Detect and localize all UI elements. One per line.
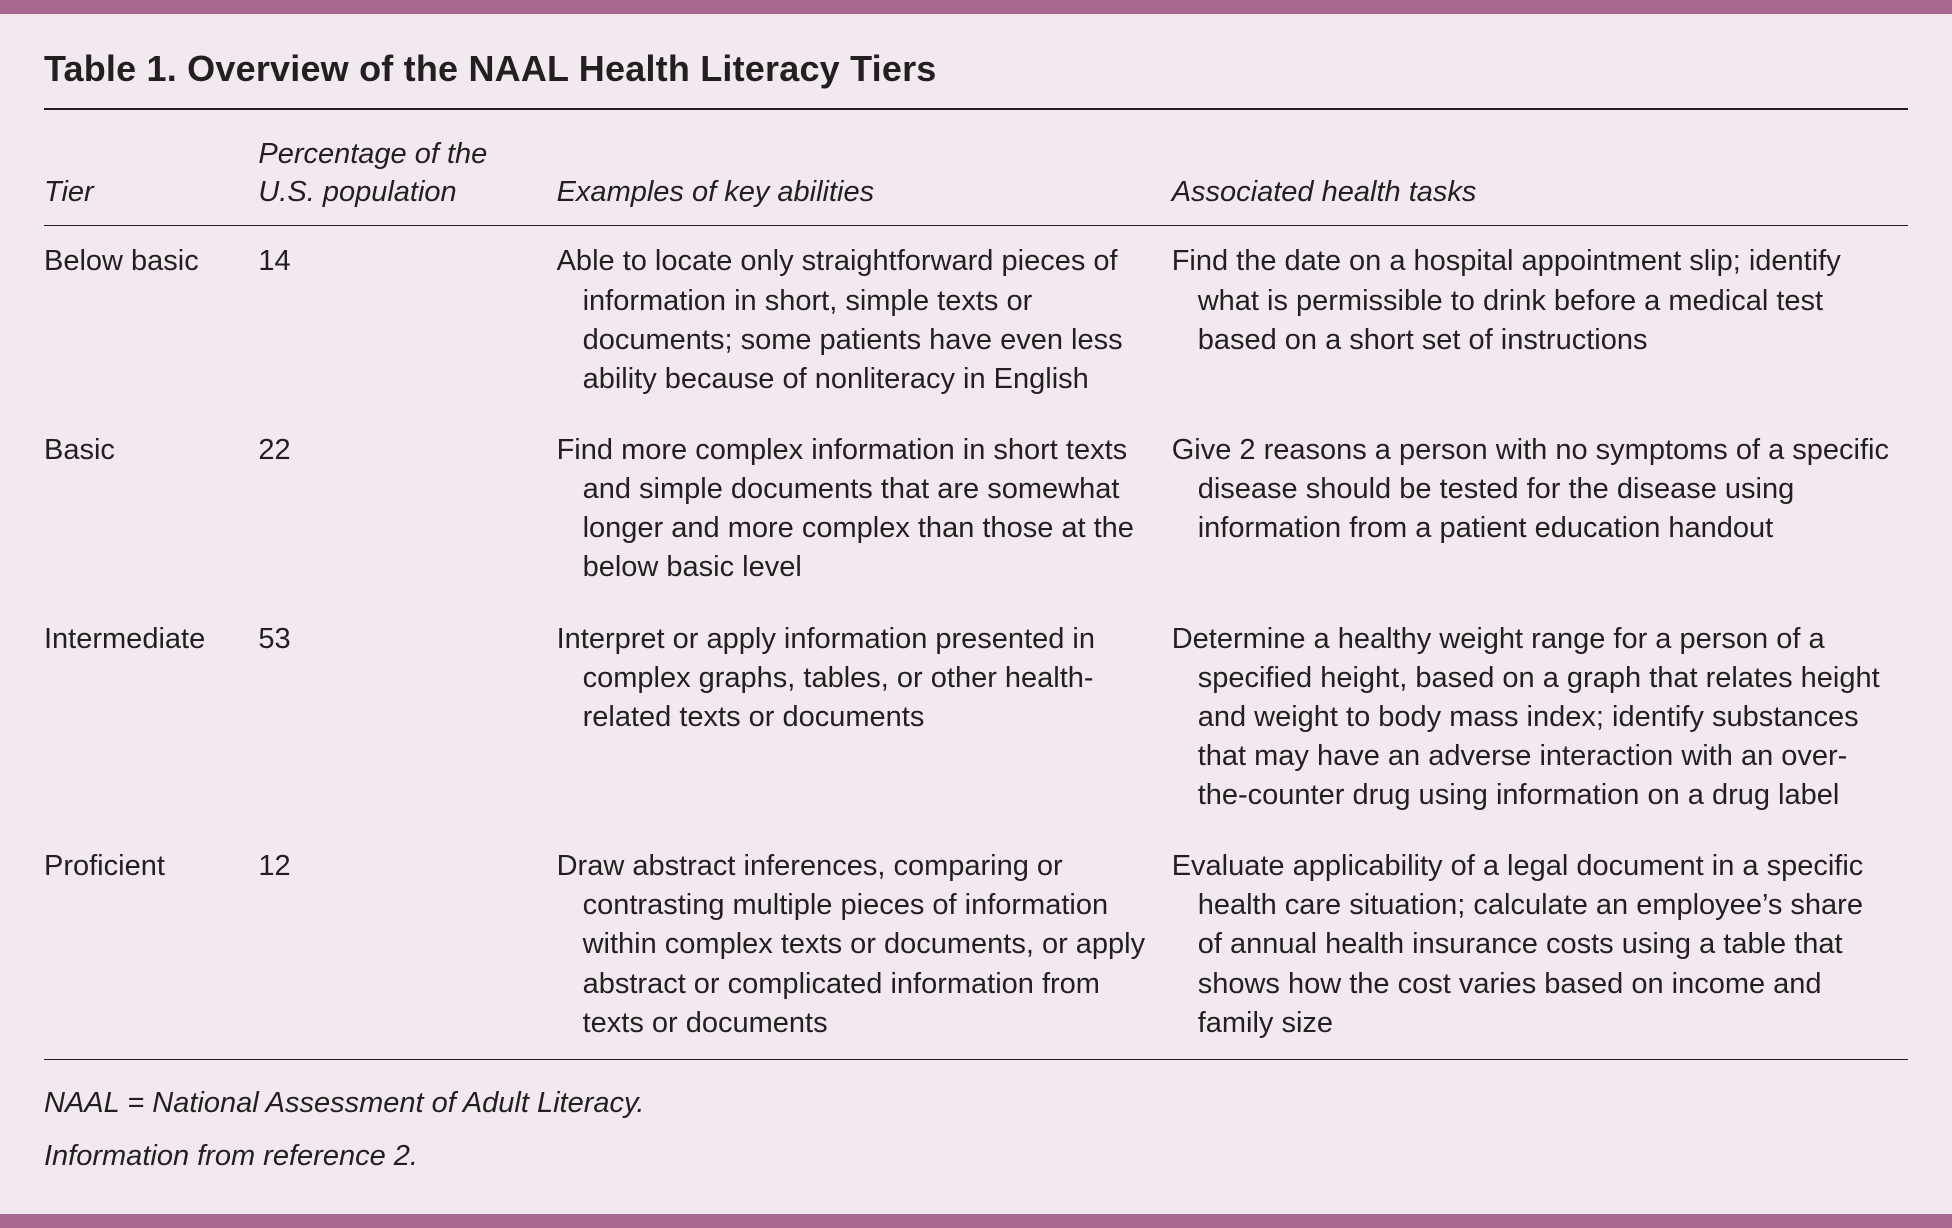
footnote: NAAL = National Assessment of Adult Lite…	[44, 1084, 1908, 1123]
table-row: Intermediate 53 Interpret or apply infor…	[44, 604, 1908, 832]
cell-tier: Below basic	[44, 226, 258, 415]
table-row: Proficient 12 Draw abstract inferences, …	[44, 831, 1908, 1059]
cell-abil-text: Draw abstract inferences, comparing or c…	[557, 847, 1154, 1043]
literacy-tiers-table: Tier Percentage of the U.S. population E…	[44, 110, 1908, 1060]
cell-abil-text: Find more complex information in short t…	[557, 431, 1154, 588]
cell-tasks: Find the date on a hospital appointment …	[1172, 226, 1908, 415]
cell-abil: Able to locate only straightforward piec…	[557, 226, 1172, 415]
cell-tasks: Evaluate applicability of a legal docume…	[1172, 831, 1908, 1059]
table-body: Below basic 14 Able to locate only strai…	[44, 225, 1908, 1060]
col-header-abil: Examples of key abilities	[557, 110, 1172, 225]
cell-abil-text: Interpret or apply information presented…	[557, 620, 1154, 737]
cell-tier: Basic	[44, 415, 258, 604]
cell-abil-text: Able to locate only straightforward piec…	[557, 242, 1154, 399]
cell-tasks: Give 2 reasons a person with no symptoms…	[1172, 415, 1908, 604]
cell-pct: 14	[258, 226, 556, 415]
cell-tasks-text: Determine a healthy weight range for a p…	[1172, 620, 1890, 816]
cell-tier: Proficient	[44, 831, 258, 1059]
table-title: Table 1. Overview of the NAAL Health Lit…	[44, 48, 1908, 108]
table-footnotes: NAAL = National Assessment of Adult Lite…	[44, 1060, 1908, 1176]
col-header-tier: Tier	[44, 110, 258, 225]
table-row: Below basic 14 Able to locate only strai…	[44, 226, 1908, 415]
cell-abil: Draw abstract inferences, comparing or c…	[557, 831, 1172, 1059]
cell-tasks: Determine a healthy weight range for a p…	[1172, 604, 1908, 832]
cell-abil: Interpret or apply information presented…	[557, 604, 1172, 832]
cell-pct: 53	[258, 604, 556, 832]
table-header-row: Tier Percentage of the U.S. population E…	[44, 110, 1908, 225]
col-header-pct: Percentage of the U.S. population	[258, 110, 556, 225]
cell-pct: 22	[258, 415, 556, 604]
cell-tasks-text: Give 2 reasons a person with no symptoms…	[1172, 431, 1890, 548]
cell-pct: 12	[258, 831, 556, 1059]
table-card: Table 1. Overview of the NAAL Health Lit…	[0, 0, 1952, 1228]
cell-tasks-text: Evaluate applicability of a legal docume…	[1172, 847, 1890, 1043]
col-header-tasks: Associated health tasks	[1172, 110, 1908, 225]
cell-tasks-text: Find the date on a hospital appointment …	[1172, 242, 1890, 359]
table-row: Basic 22 Find more complex information i…	[44, 415, 1908, 604]
footnote: Information from reference 2.	[44, 1137, 1908, 1176]
cell-tier: Intermediate	[44, 604, 258, 832]
cell-abil: Find more complex information in short t…	[557, 415, 1172, 604]
